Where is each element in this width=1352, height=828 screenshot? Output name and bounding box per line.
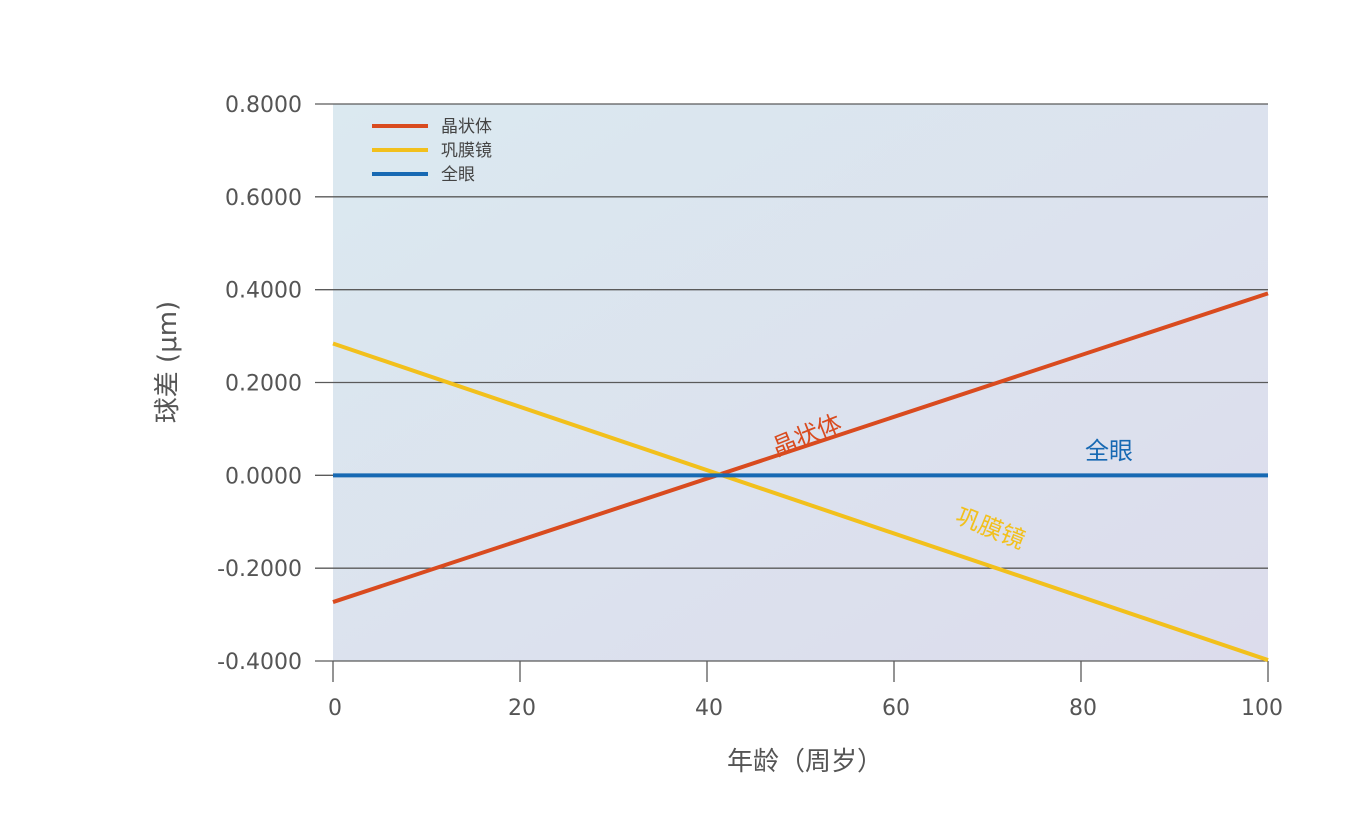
y-tick-label: -0.4000 bbox=[217, 650, 302, 675]
series-line-1 bbox=[332, 341, 1269, 662]
x-tick-label: 40 bbox=[695, 696, 723, 721]
y-tick-label: 0.6000 bbox=[225, 186, 302, 211]
x-axis-title: 年龄（周岁） bbox=[727, 747, 883, 777]
legend-label-0: 晶状体 bbox=[441, 117, 492, 137]
y-tick-label: 0.0000 bbox=[225, 464, 302, 489]
y-tick-label: -0.2000 bbox=[217, 557, 302, 582]
x-tick-label: 20 bbox=[508, 696, 536, 721]
y-axis-title: 球差 (μm) bbox=[153, 301, 183, 423]
y-tick-label: 0.4000 bbox=[225, 279, 302, 304]
x-axis: 0 20 40 60 80 100 bbox=[328, 661, 1283, 721]
series-line-0 bbox=[332, 291, 1269, 604]
annotation-1: 全眼 bbox=[1085, 437, 1133, 465]
x-tick-label: 60 bbox=[882, 696, 910, 721]
x-tick-label: 0 bbox=[328, 696, 342, 721]
legend-label-2: 全眼 bbox=[441, 165, 475, 185]
y-tick-label: 0.2000 bbox=[225, 372, 302, 397]
y-axis: -0.4000 -0.2000 0.0000 0.2000 0.4000 0.6000 0.… bbox=[217, 93, 302, 675]
y-tick-label: 0.8000 bbox=[225, 93, 302, 118]
x-tick-label: 100 bbox=[1241, 696, 1283, 721]
series-lines bbox=[332, 291, 1269, 662]
legend-label-1: 巩膜镜 bbox=[441, 141, 492, 161]
x-tick-label: 80 bbox=[1069, 696, 1097, 721]
